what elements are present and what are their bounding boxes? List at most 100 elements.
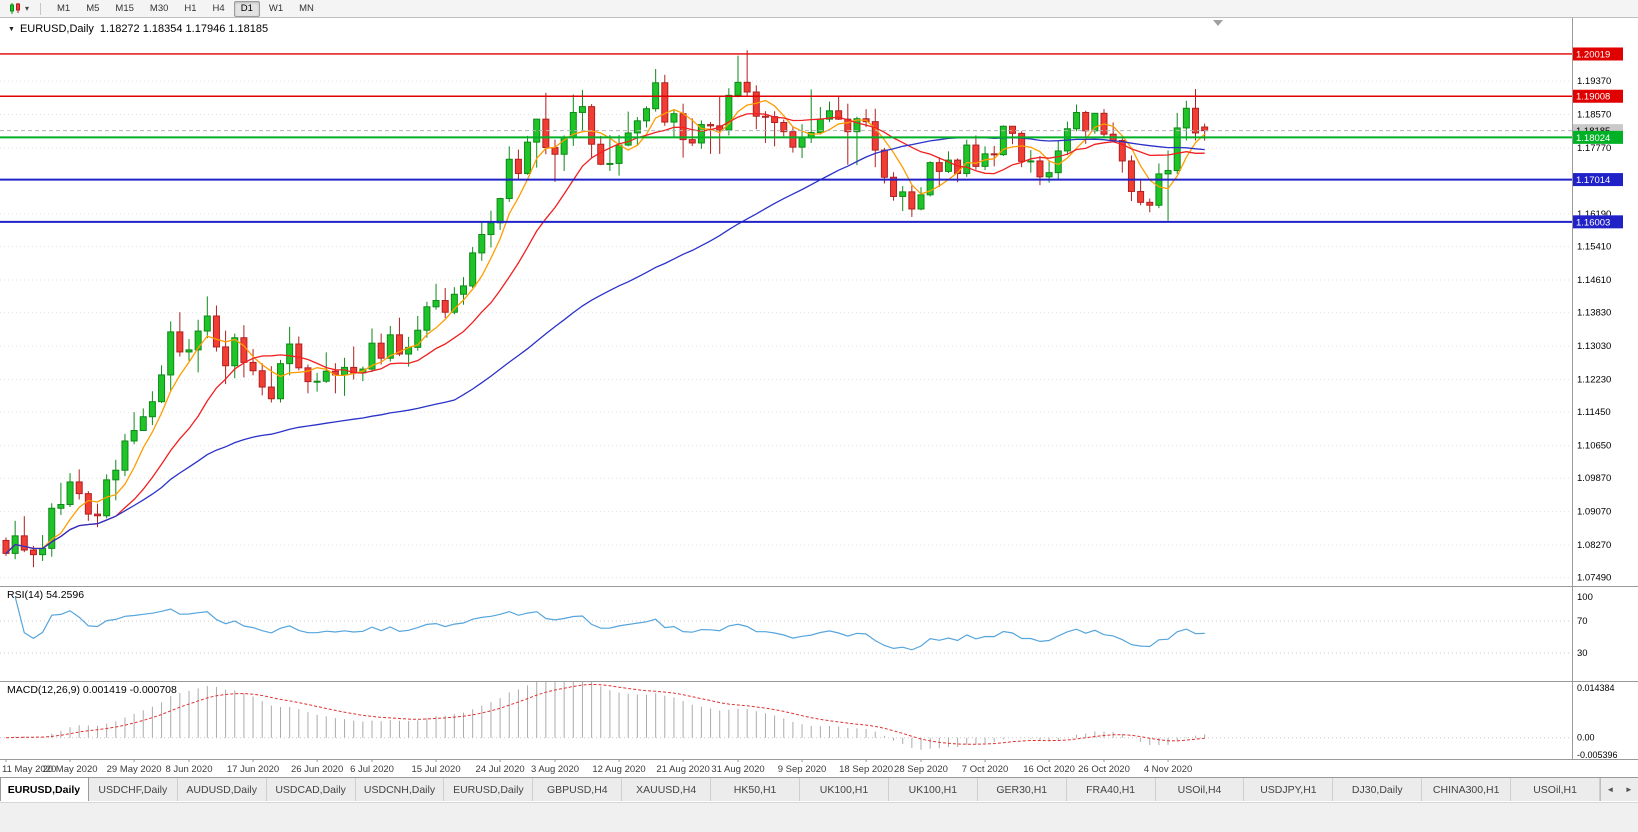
chart-tab-usdjpy-h1[interactable]: USDJPY,H1 bbox=[1244, 778, 1334, 801]
svg-text:1.13030: 1.13030 bbox=[1577, 341, 1611, 352]
svg-text:12 Aug 2020: 12 Aug 2020 bbox=[592, 764, 645, 775]
svg-text:28 Sep 2020: 28 Sep 2020 bbox=[894, 764, 948, 775]
timeframe-button-h4[interactable]: H4 bbox=[212, 2, 225, 14]
timeframe-buttons: M1 M5 M15 M30 H1 H4 D1 W1 MN bbox=[49, 0, 322, 17]
svg-text:1.18570: 1.18570 bbox=[1577, 110, 1611, 121]
dropdown-caret-icon: ▾ bbox=[25, 3, 30, 13]
svg-text:21 Aug 2020: 21 Aug 2020 bbox=[656, 764, 709, 775]
svg-text:1.08270: 1.08270 bbox=[1577, 540, 1611, 551]
timeframe-button-w1[interactable]: W1 bbox=[268, 2, 284, 14]
chart-area[interactable]: 1.19370 1.18570 1.17770 1.16190 1.15410 1.146… bbox=[0, 18, 1638, 777]
svg-text:100: 100 bbox=[1577, 592, 1593, 603]
mid-ma-line bbox=[5, 112, 1205, 554]
svg-text:7 Oct 2020: 7 Oct 2020 bbox=[962, 764, 1008, 775]
svg-text:1.19008: 1.19008 bbox=[1576, 92, 1610, 103]
svg-text:1.10650: 1.10650 bbox=[1577, 441, 1611, 452]
panel-splitters[interactable] bbox=[0, 18, 1638, 760]
collapse-chart-icon[interactable]: ▼ bbox=[8, 26, 15, 33]
svg-text:6 Jul 2020: 6 Jul 2020 bbox=[350, 764, 394, 775]
svg-text:9 Sep 2020: 9 Sep 2020 bbox=[778, 764, 827, 775]
svg-text:29 May 2020: 29 May 2020 bbox=[107, 764, 162, 775]
svg-text:1.09070: 1.09070 bbox=[1577, 507, 1611, 518]
chart-tab-ger30-h1[interactable]: GER30,H1 bbox=[978, 778, 1067, 801]
svg-text:1.09870: 1.09870 bbox=[1577, 473, 1611, 484]
timeframe-button-mn[interactable]: MN bbox=[299, 2, 314, 14]
chart-tab-usdchf-daily[interactable]: USDCHF,Daily bbox=[89, 778, 178, 801]
svg-text:4 Nov 2020: 4 Nov 2020 bbox=[1144, 764, 1193, 775]
chart-tab-gbpusd-h4[interactable]: GBPUSD,H4 bbox=[533, 778, 623, 801]
chart-tab-eurusd-daily[interactable]: EURUSD,Daily bbox=[0, 778, 89, 801]
macd-axis-labels: 0.014384 0.00 -0.005396 bbox=[1577, 683, 1618, 760]
svg-text:15 Jul 2020: 15 Jul 2020 bbox=[411, 764, 460, 775]
chart-tab-usoil-h1[interactable]: USOil,H1 bbox=[1511, 778, 1601, 801]
chart-tab-fra40-h1[interactable]: FRA40,H1 bbox=[1067, 778, 1156, 801]
svg-text:1.18024: 1.18024 bbox=[1576, 133, 1610, 144]
price-axis[interactable]: 1.19370 1.18570 1.17770 1.16190 1.15410 1.146… bbox=[1577, 76, 1611, 584]
chart-tab-xauusd-h4[interactable]: XAUUSD,H4 bbox=[622, 778, 712, 801]
timeframe-button-d1[interactable]: D1 bbox=[233, 0, 260, 17]
svg-text:8 Jun 2020: 8 Jun 2020 bbox=[165, 764, 212, 775]
tabs-scroll-left-icon[interactable]: ◄ bbox=[1606, 785, 1615, 794]
macd-histogram bbox=[14, 681, 1206, 750]
chart-tab-bar: EURUSD,Daily USDCHF,Daily AUDUSD,Daily USDC… bbox=[0, 777, 1638, 801]
chart-tab-hk50-h1[interactable]: HK50,H1 bbox=[711, 778, 801, 801]
svg-text:-0.005396: -0.005396 bbox=[1577, 750, 1618, 760]
svg-text:0.014384: 0.014384 bbox=[1577, 683, 1615, 693]
chart-tab-audusd-daily[interactable]: AUDUSD,Daily bbox=[178, 778, 267, 801]
tabs-scroll-right-icon[interactable]: ► bbox=[1624, 785, 1633, 794]
svg-text:3 Aug 2020: 3 Aug 2020 bbox=[531, 764, 579, 775]
chart-tab-usdcad-daily[interactable]: USDCAD,Daily bbox=[267, 778, 356, 801]
tab-scroll-arrows: ◄ ► bbox=[1600, 778, 1638, 801]
timeframe-button-m30[interactable]: M30 bbox=[149, 2, 169, 14]
svg-text:1.11450: 1.11450 bbox=[1577, 407, 1611, 418]
chart-tab-uk100-h1[interactable]: UK100,H1 bbox=[800, 778, 889, 801]
svg-text:17 Jun 2020: 17 Jun 2020 bbox=[227, 764, 279, 775]
rsi-panel: 100 70 30 bbox=[0, 592, 1593, 659]
svg-text:16 Oct 2020: 16 Oct 2020 bbox=[1023, 764, 1075, 775]
chart-tab-china300-h1[interactable]: CHINA300,H1 bbox=[1422, 778, 1512, 801]
svg-text:1.14610: 1.14610 bbox=[1577, 275, 1611, 286]
svg-text:1.07490: 1.07490 bbox=[1577, 573, 1611, 584]
svg-text:1.17770: 1.17770 bbox=[1577, 143, 1611, 154]
svg-text:1.16190: 1.16190 bbox=[1577, 209, 1611, 220]
svg-text:70: 70 bbox=[1577, 616, 1588, 627]
svg-text:1.12230: 1.12230 bbox=[1577, 375, 1611, 386]
svg-text:1.20019: 1.20019 bbox=[1576, 49, 1610, 60]
chart-tab-uk100-h1[interactable]: UK100,H1 bbox=[889, 778, 978, 801]
svg-text:31 Aug 2020: 31 Aug 2020 bbox=[711, 764, 764, 775]
svg-text:20 May 2020: 20 May 2020 bbox=[43, 764, 98, 775]
chart-shift-marker-icon[interactable] bbox=[1213, 20, 1223, 26]
svg-text:11 May 2020: 11 May 2020 bbox=[2, 764, 56, 775]
macd-signal-line bbox=[5, 683, 1205, 745]
chart-tab-usdcnh-daily[interactable]: USDCNH,Daily bbox=[356, 778, 445, 801]
svg-text:24 Jul 2020: 24 Jul 2020 bbox=[476, 764, 525, 775]
chart-tab-dj30-daily[interactable]: DJ30,Daily bbox=[1333, 778, 1423, 801]
timeframe-button-m1[interactable]: M1 bbox=[57, 2, 71, 14]
rsi-line bbox=[14, 596, 1205, 651]
chart-type-button[interactable]: ▾ bbox=[5, 2, 32, 15]
svg-text:1.13830: 1.13830 bbox=[1577, 308, 1611, 319]
fast-ma-line bbox=[5, 99, 1206, 554]
status-bar bbox=[0, 801, 1638, 832]
svg-text:0.00: 0.00 bbox=[1577, 733, 1595, 743]
svg-text:1.19370: 1.19370 bbox=[1577, 76, 1611, 87]
price-chart-canvas[interactable]: 1.19370 1.18570 1.17770 1.16190 1.15410 1.146… bbox=[0, 18, 1638, 777]
svg-text:1.17014: 1.17014 bbox=[1576, 175, 1610, 186]
timeframe-button-m15[interactable]: M15 bbox=[115, 2, 134, 14]
candlestick-chart-icon bbox=[10, 3, 20, 14]
svg-text:30: 30 bbox=[1577, 648, 1588, 659]
svg-text:26 Oct 2020: 26 Oct 2020 bbox=[1078, 764, 1130, 775]
timeframe-toolbar: ▾ M1 M5 M15 M30 H1 H4 D1 W1 MN bbox=[0, 0, 1638, 18]
price-axis-badges: 1.181851.200191.190081.180241.170141.160… bbox=[1573, 47, 1623, 229]
svg-text:26 Jun 2020: 26 Jun 2020 bbox=[291, 764, 343, 775]
timeframe-button-m5[interactable]: M5 bbox=[86, 2, 100, 14]
chart-tab-usoil-h4[interactable]: USOil,H4 bbox=[1156, 778, 1245, 801]
chart-tab-eurusd-daily[interactable]: EURUSD,Daily bbox=[444, 778, 534, 801]
timeframe-button-h1[interactable]: H1 bbox=[184, 2, 197, 14]
svg-text:1.15410: 1.15410 bbox=[1577, 242, 1611, 253]
toolbar-separator bbox=[40, 2, 42, 15]
svg-text:1.16003: 1.16003 bbox=[1576, 217, 1610, 228]
horizontal-level-lines[interactable] bbox=[0, 53, 1572, 223]
